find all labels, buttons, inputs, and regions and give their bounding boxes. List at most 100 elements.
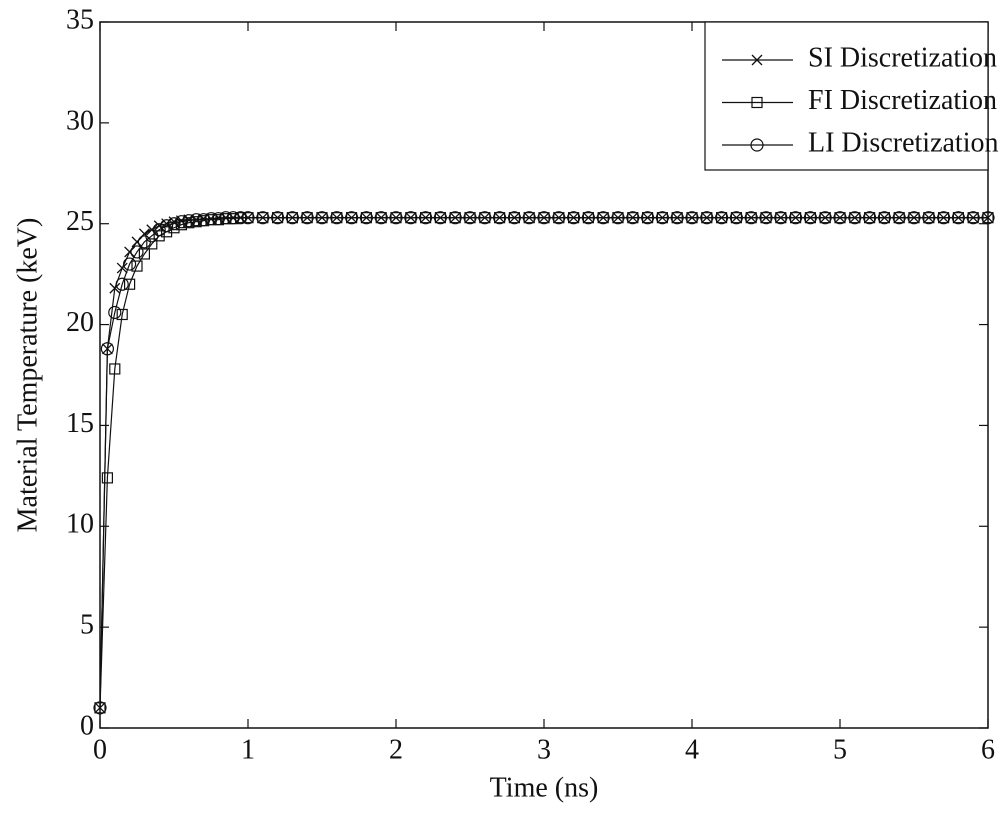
- marker: [611, 211, 625, 225]
- marker: [109, 363, 121, 375]
- marker: [389, 211, 403, 225]
- marker: [300, 211, 314, 225]
- x-tick-label: 4: [685, 734, 699, 765]
- marker: [848, 211, 862, 225]
- marker: [892, 211, 906, 225]
- marker: [130, 245, 144, 259]
- y-tick-label: 35: [66, 4, 94, 35]
- y-tick-label: 5: [80, 610, 94, 641]
- marker: [922, 211, 936, 225]
- x-axis-label: Time (ns): [490, 772, 599, 803]
- marker: [160, 219, 174, 233]
- marker: [404, 211, 418, 225]
- marker: [116, 308, 128, 321]
- x-tick-label: 5: [833, 734, 847, 765]
- marker: [433, 211, 447, 225]
- marker: [493, 211, 507, 225]
- y-tick-label: 0: [80, 710, 94, 741]
- marker: [448, 211, 462, 225]
- marker: [219, 211, 233, 225]
- marker: [161, 226, 173, 238]
- marker: [463, 211, 477, 225]
- marker: [640, 211, 655, 225]
- marker: [803, 211, 818, 225]
- x-tick-label: 1: [241, 734, 255, 765]
- marker: [146, 238, 158, 250]
- marker: [152, 223, 166, 237]
- marker: [204, 212, 218, 226]
- marker: [108, 305, 122, 320]
- marker: [552, 211, 566, 225]
- marker: [197, 213, 211, 227]
- legend-marker: [751, 54, 763, 66]
- marker: [374, 211, 388, 225]
- marker: [330, 211, 344, 225]
- marker: [109, 282, 121, 294]
- x-tick-label: 3: [537, 734, 551, 765]
- marker: [566, 211, 581, 225]
- series-line: [99, 217, 988, 708]
- marker: [833, 211, 847, 225]
- marker: [93, 701, 107, 715]
- marker: [123, 257, 137, 271]
- marker: [877, 211, 892, 225]
- marker: [537, 211, 551, 225]
- legend-marker: [750, 138, 764, 152]
- marker: [685, 211, 699, 225]
- marker: [182, 214, 196, 228]
- marker: [507, 211, 522, 225]
- marker: [174, 215, 188, 229]
- marker: [153, 220, 165, 232]
- marker: [670, 211, 684, 225]
- marker: [788, 211, 803, 225]
- y-tick-label: 30: [66, 105, 94, 136]
- marker: [626, 211, 640, 225]
- series-line: [99, 217, 988, 708]
- marker: [714, 211, 729, 225]
- x-tick-label: 2: [389, 734, 403, 765]
- series-line: [99, 217, 988, 708]
- marker: [115, 277, 129, 291]
- marker: [655, 211, 670, 225]
- legend-label: SI Discretization: [808, 42, 997, 73]
- marker: [183, 217, 195, 229]
- legend-label: FI Discretization: [808, 85, 997, 116]
- y-axis-label: Material Temperature (keV): [12, 218, 43, 533]
- marker: [285, 211, 299, 225]
- marker: [419, 211, 433, 225]
- marker: [256, 211, 270, 225]
- marker: [100, 342, 115, 356]
- marker: [226, 211, 240, 225]
- marker: [101, 472, 114, 484]
- marker: [124, 246, 136, 258]
- marker: [138, 248, 150, 260]
- y-tick-label: 25: [66, 206, 94, 237]
- marker: [189, 213, 203, 227]
- marker: [241, 211, 255, 225]
- x-tick-label: 0: [93, 734, 107, 765]
- marker: [123, 278, 136, 290]
- marker: [153, 230, 165, 242]
- marker: [478, 211, 492, 225]
- marker: [774, 211, 788, 225]
- marker: [131, 260, 143, 272]
- marker: [581, 211, 596, 225]
- legend-marker: [751, 96, 763, 109]
- marker: [211, 212, 225, 226]
- marker: [359, 211, 373, 225]
- marker: [700, 211, 714, 225]
- legend-label: LI Discretization: [808, 127, 998, 158]
- marker: [818, 211, 832, 225]
- marker: [744, 211, 758, 225]
- marker: [907, 211, 921, 225]
- y-tick-label: 10: [66, 509, 94, 540]
- marker: [345, 211, 359, 225]
- marker: [271, 211, 285, 225]
- y-tick-label: 15: [66, 408, 94, 439]
- marker: [190, 216, 202, 228]
- marker: [234, 211, 248, 225]
- marker: [596, 211, 610, 225]
- marker: [862, 211, 877, 225]
- marker: [936, 211, 951, 225]
